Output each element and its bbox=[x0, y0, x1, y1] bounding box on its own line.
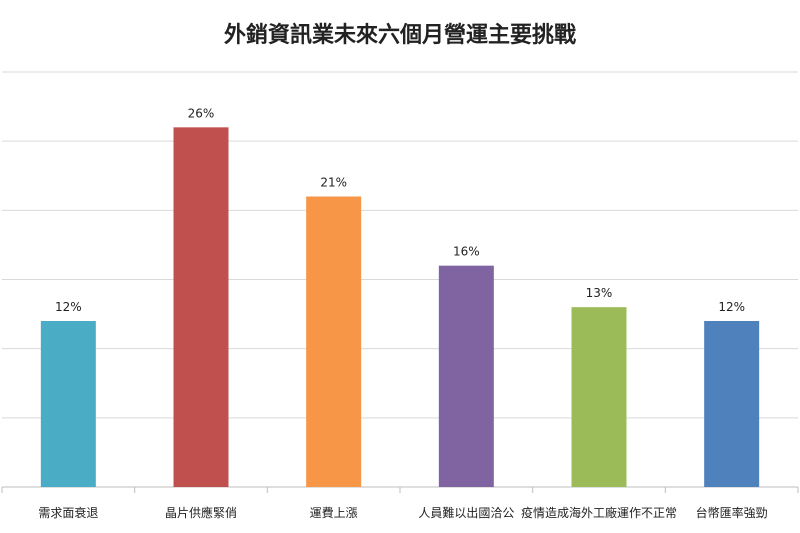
category-tick-label: 人員難以出國洽公 bbox=[418, 505, 514, 520]
category-tick-label: 晶片供應緊俏 bbox=[165, 505, 237, 520]
chart-title: 外銷資訊業未來六個月營運主要挑戰 bbox=[224, 22, 576, 48]
category-tick-label: 運費上漲 bbox=[310, 505, 358, 520]
bar bbox=[173, 127, 229, 487]
data-label: 16% bbox=[453, 245, 480, 259]
bars bbox=[40, 127, 760, 487]
bar bbox=[704, 321, 760, 487]
data-label: 12% bbox=[55, 300, 82, 314]
category-tick-label: 需求面衰退 bbox=[38, 505, 98, 520]
bar bbox=[571, 307, 627, 487]
bar bbox=[438, 265, 494, 487]
gridlines bbox=[1, 71, 799, 493]
category-tick-label: 台幣匯率強勁 bbox=[696, 505, 768, 520]
category-tick-label: 疫情造成海外工廠運作不正常 bbox=[521, 505, 677, 520]
bar bbox=[40, 321, 96, 487]
data-label: 13% bbox=[586, 286, 613, 300]
category-labels: 需求面衰退 晶片供應緊俏 運費上漲 人員難以出國洽公 疫情造成海外工廠運作不正常 台幣匯率… bbox=[38, 505, 767, 520]
data-label: 26% bbox=[188, 106, 215, 120]
value-labels: 12% 26% 21% 16% 13% 12% bbox=[55, 106, 745, 314]
data-label: 21% bbox=[320, 176, 347, 190]
data-label: 12% bbox=[718, 300, 745, 314]
bar bbox=[306, 196, 362, 487]
